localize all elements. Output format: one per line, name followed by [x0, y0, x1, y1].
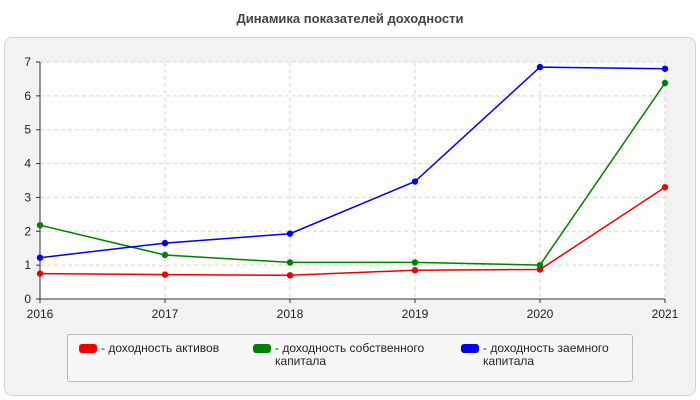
x-tick-label: 2020	[527, 307, 554, 321]
legend: - доходность активов - доходность собств…	[67, 334, 633, 382]
series-point-2	[411, 178, 419, 185]
legend-swatch-blue	[461, 344, 479, 353]
series-point-0	[536, 266, 544, 273]
x-tick-label: 2019	[402, 307, 429, 321]
series-point-1	[286, 259, 294, 266]
series-point-2	[36, 254, 44, 261]
legend-label-equity: - доходность собственного капитала	[275, 341, 425, 368]
series-point-1	[536, 261, 544, 269]
y-tick-label: 5	[24, 123, 31, 137]
series-point-2	[661, 65, 669, 72]
y-tick-label: 1	[24, 258, 31, 272]
legend-label-debt: - доходность заемного капитала	[483, 341, 609, 368]
y-tick-label: 3	[24, 190, 31, 204]
series-point-0	[661, 184, 669, 191]
plot-area	[40, 62, 665, 299]
legend-item-assets: - доходность активов	[79, 342, 271, 355]
series-point-2	[536, 63, 544, 71]
y-tick-label: 6	[24, 89, 31, 103]
legend-label-assets: - доходность активов	[101, 341, 220, 355]
y-tick-label: 2	[24, 224, 31, 238]
series-point-1	[161, 251, 169, 259]
series-point-0	[411, 267, 419, 274]
legend-swatch-green	[253, 344, 271, 353]
legend-item-debt: - доходность заемного капитала	[461, 342, 653, 368]
series-point-0	[36, 270, 44, 277]
y-tick-label: 7	[24, 55, 31, 69]
series-point-0	[286, 272, 294, 279]
series-line-0	[39, 186, 666, 277]
y-tick-label: 0	[24, 292, 31, 306]
x-tick-label: 2016	[27, 307, 54, 321]
x-tick-label: 2021	[652, 307, 679, 321]
legend-item-equity: - доходность собственного капитала	[253, 342, 445, 368]
series-point-2	[286, 230, 294, 237]
x-tick-label: 2018	[277, 307, 304, 321]
y-tick-label: 4	[24, 157, 31, 171]
series-point-1	[661, 79, 669, 87]
chart-title: Динамика показателей доходности	[236, 11, 464, 26]
series-line-1	[39, 82, 666, 266]
legend-swatch-red	[79, 344, 97, 353]
x-tick-label: 2017	[152, 307, 179, 321]
series-point-1	[411, 259, 419, 266]
series-line-2	[39, 66, 666, 259]
series-point-0	[161, 271, 169, 278]
series-point-1	[36, 221, 44, 229]
series-point-2	[161, 239, 169, 247]
